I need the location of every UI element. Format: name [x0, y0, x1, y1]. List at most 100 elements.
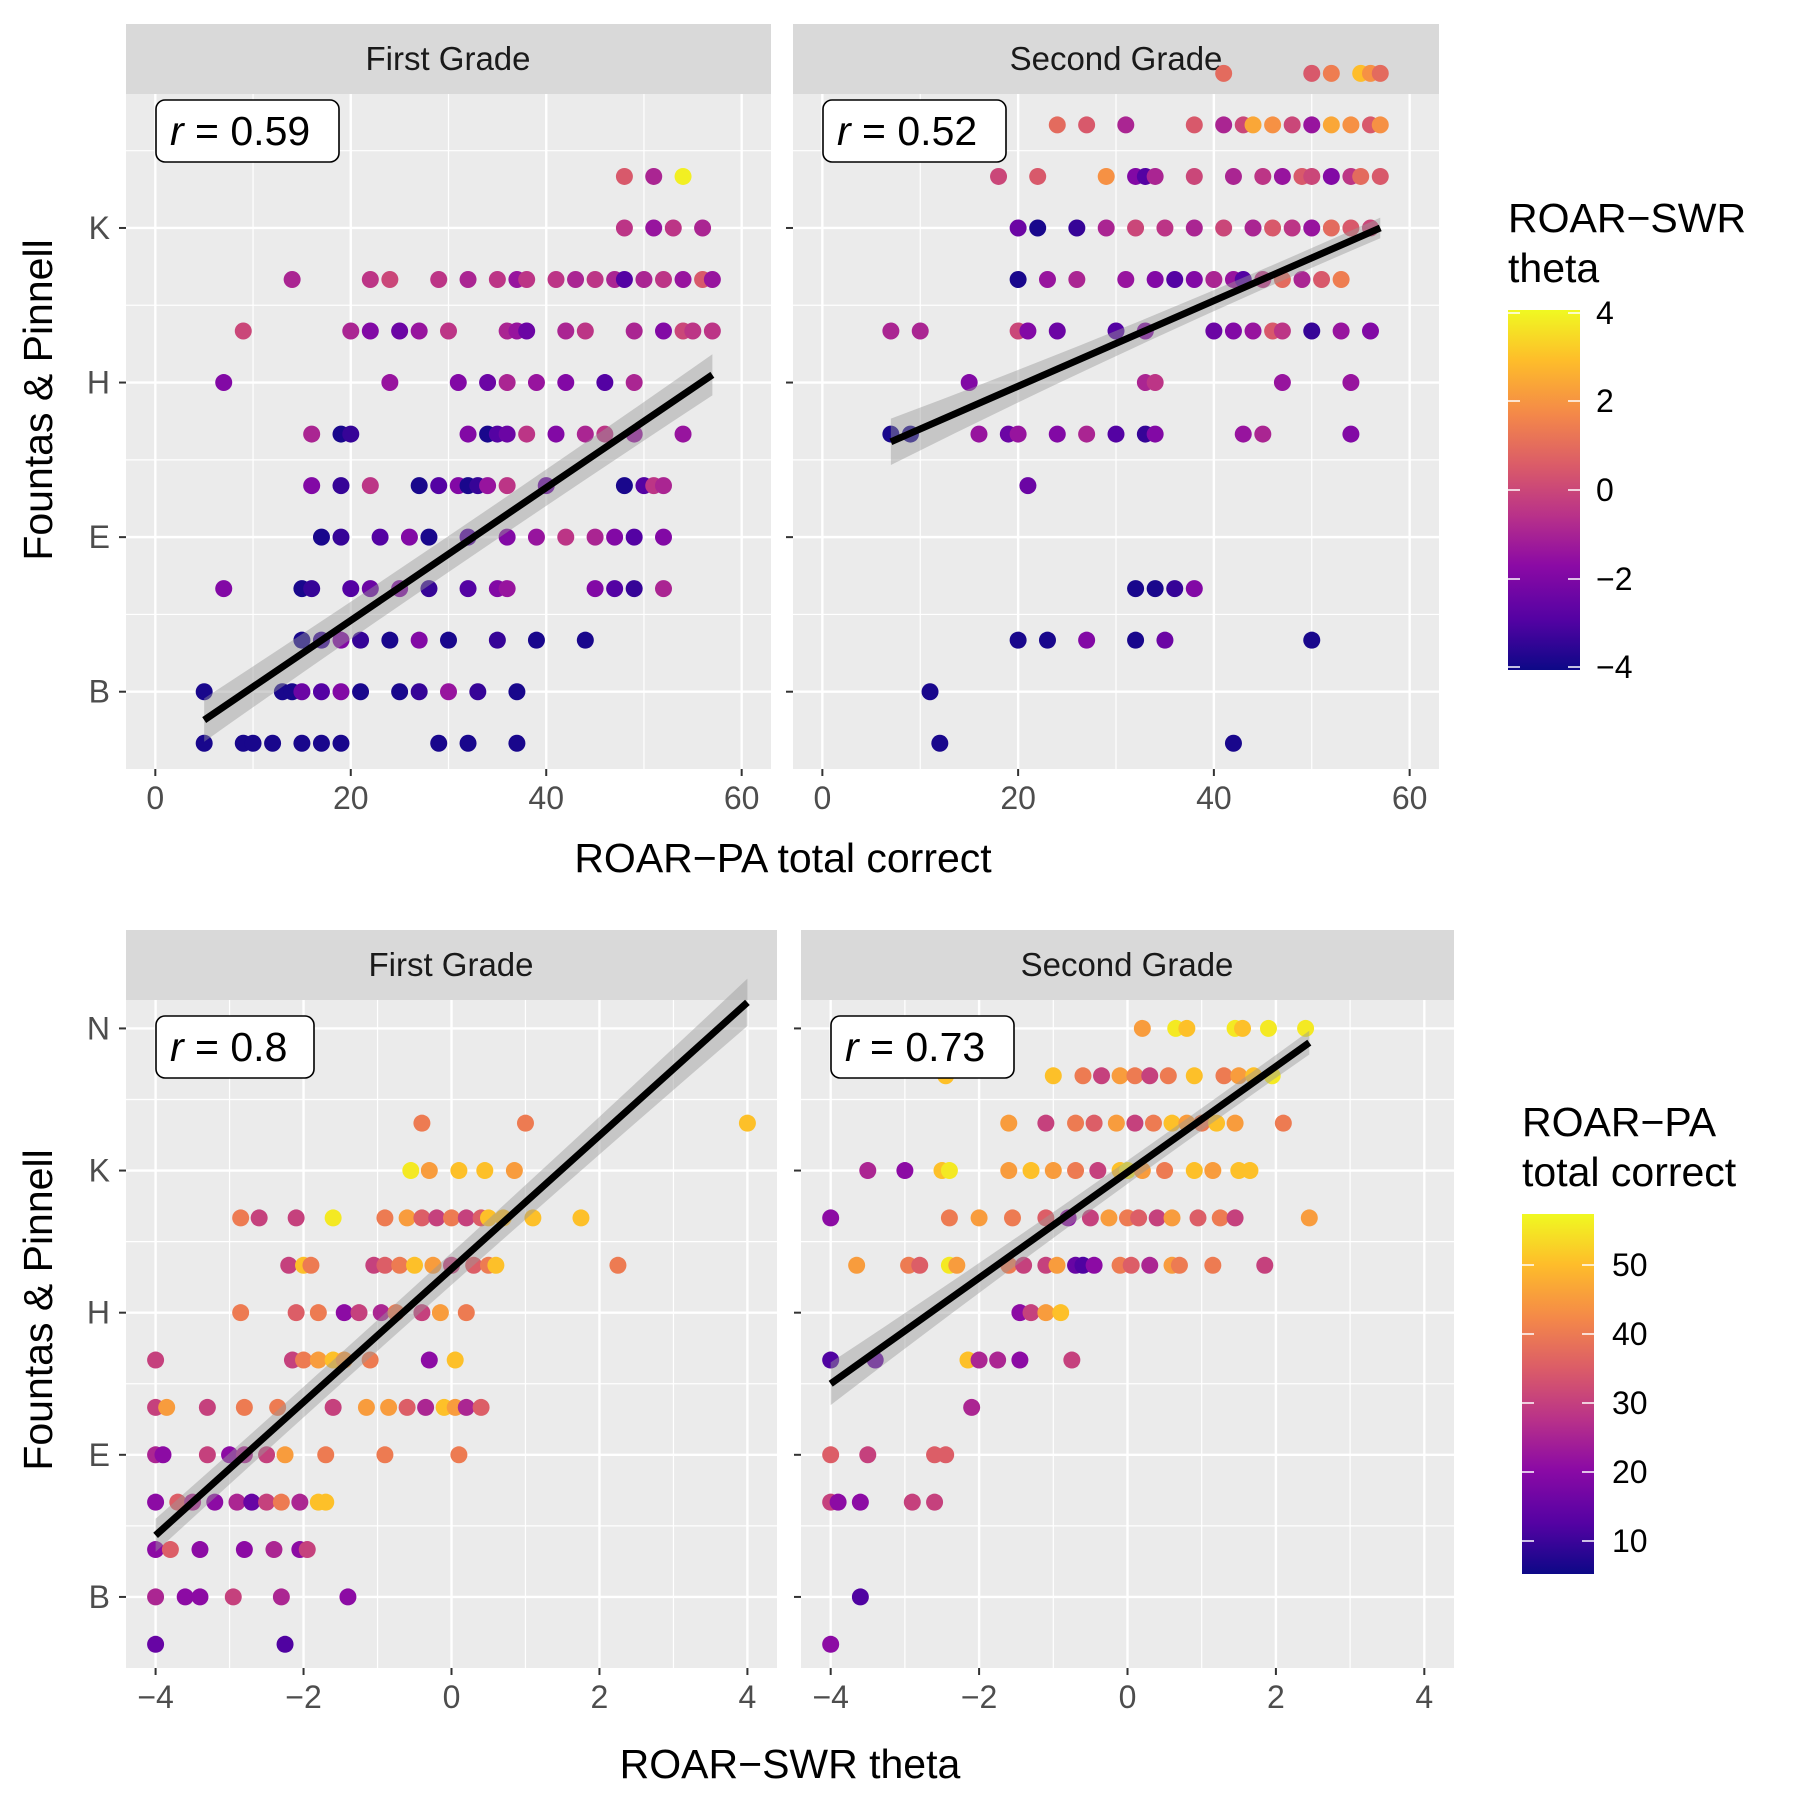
data-point — [147, 1351, 165, 1369]
data-point — [524, 1209, 542, 1227]
data-point — [615, 477, 633, 495]
data-point — [1003, 1209, 1021, 1227]
r-annotation-box — [830, 1015, 1015, 1079]
data-point — [1189, 1209, 1207, 1227]
data-point — [420, 1162, 438, 1180]
legend-pa-label-50: 50 — [1612, 1247, 1648, 1283]
data-point — [332, 734, 350, 752]
data-point — [1068, 270, 1086, 288]
data-point — [1185, 270, 1203, 288]
data-point — [989, 1351, 1007, 1369]
data-point — [576, 425, 594, 443]
data-point — [1185, 1067, 1203, 1085]
data-point — [1205, 270, 1223, 288]
data-point — [1226, 1209, 1244, 1227]
legend-pa-label-20: 20 — [1612, 1454, 1648, 1490]
data-point — [1273, 374, 1291, 392]
data-point — [1019, 477, 1037, 495]
data-point — [420, 528, 438, 546]
data-point — [376, 1209, 394, 1227]
data-point — [420, 580, 438, 598]
legend-swr-label-4: 4 — [1596, 295, 1614, 331]
data-point — [147, 1635, 165, 1653]
data-point — [498, 477, 516, 495]
data-point — [635, 270, 653, 288]
data-point — [1074, 1067, 1092, 1085]
data-point — [1170, 1256, 1188, 1274]
data-point — [459, 734, 477, 752]
data-point — [1146, 270, 1164, 288]
data-point — [317, 1446, 335, 1464]
y-axis-title-bottom: Fountas & Pinnell — [15, 1149, 61, 1470]
data-point — [1163, 1114, 1181, 1132]
data-point — [243, 1493, 261, 1511]
r-annotation-box — [155, 1015, 315, 1079]
data-point — [269, 1398, 287, 1416]
data-point — [443, 1209, 460, 1227]
data-point — [1332, 322, 1350, 340]
data-point — [505, 1162, 523, 1180]
data-point — [1159, 1067, 1177, 1085]
data-point — [596, 374, 614, 392]
data-point — [1146, 167, 1164, 185]
data-point — [1127, 219, 1145, 237]
data-point — [410, 683, 428, 701]
data-point — [450, 1446, 468, 1464]
data-point — [664, 219, 682, 237]
data-point — [1300, 1209, 1318, 1227]
data-point — [703, 322, 721, 340]
data-point — [645, 219, 663, 237]
data-point — [1009, 631, 1027, 649]
data-point — [738, 1114, 756, 1132]
data-point — [527, 528, 545, 546]
strip-label-first-grade-bottom: First Grade — [368, 946, 533, 983]
y-tick-label: K — [89, 1153, 110, 1189]
data-point — [1148, 1209, 1166, 1227]
x-tick-label: 60 — [1392, 780, 1428, 816]
data-point — [1097, 219, 1115, 237]
data-point — [361, 1351, 379, 1369]
data-point — [402, 1162, 420, 1180]
data-point — [609, 1256, 627, 1274]
legend-pa-colorbar — [1522, 1214, 1594, 1574]
data-point — [1011, 1351, 1029, 1369]
data-point — [1256, 1256, 1274, 1274]
data-point — [487, 1256, 505, 1274]
data-point — [1204, 1162, 1222, 1180]
data-point — [557, 528, 575, 546]
data-point — [459, 580, 477, 598]
data-point — [398, 1398, 416, 1416]
data-point — [1117, 116, 1135, 134]
data-point — [457, 1398, 475, 1416]
data-point — [586, 580, 604, 598]
data-point — [586, 528, 604, 546]
data-point — [655, 528, 672, 546]
data-point — [1133, 1019, 1151, 1037]
data-point — [272, 1493, 290, 1511]
data-point — [903, 1493, 921, 1511]
data-point — [332, 683, 350, 701]
data-point — [1303, 64, 1321, 82]
data-point — [1322, 219, 1340, 237]
strip-second-grade-top — [793, 24, 1439, 94]
data-point — [1166, 580, 1184, 598]
data-point — [1208, 1114, 1226, 1132]
strip-label-second-grade-top: Second Grade — [1010, 40, 1223, 77]
x-axis-title-top: ROAR−PA total correct — [574, 835, 992, 881]
data-point — [1022, 1162, 1040, 1180]
data-point — [1234, 425, 1252, 443]
data-point — [694, 219, 712, 237]
x-axis-title-bottom: ROAR−SWR theta — [620, 1741, 961, 1787]
data-point — [1185, 580, 1203, 598]
data-point — [1097, 167, 1115, 185]
data-point — [547, 270, 565, 288]
data-point — [625, 374, 643, 392]
data-point — [547, 425, 565, 443]
data-point — [440, 631, 457, 649]
data-point — [1009, 425, 1027, 443]
data-point — [498, 580, 516, 598]
panel-second-grade-pa: 0 20 40 60 r = 0.52 — [786, 64, 1439, 816]
data-point — [645, 167, 663, 185]
data-point — [1037, 1304, 1055, 1322]
data-point — [352, 631, 370, 649]
